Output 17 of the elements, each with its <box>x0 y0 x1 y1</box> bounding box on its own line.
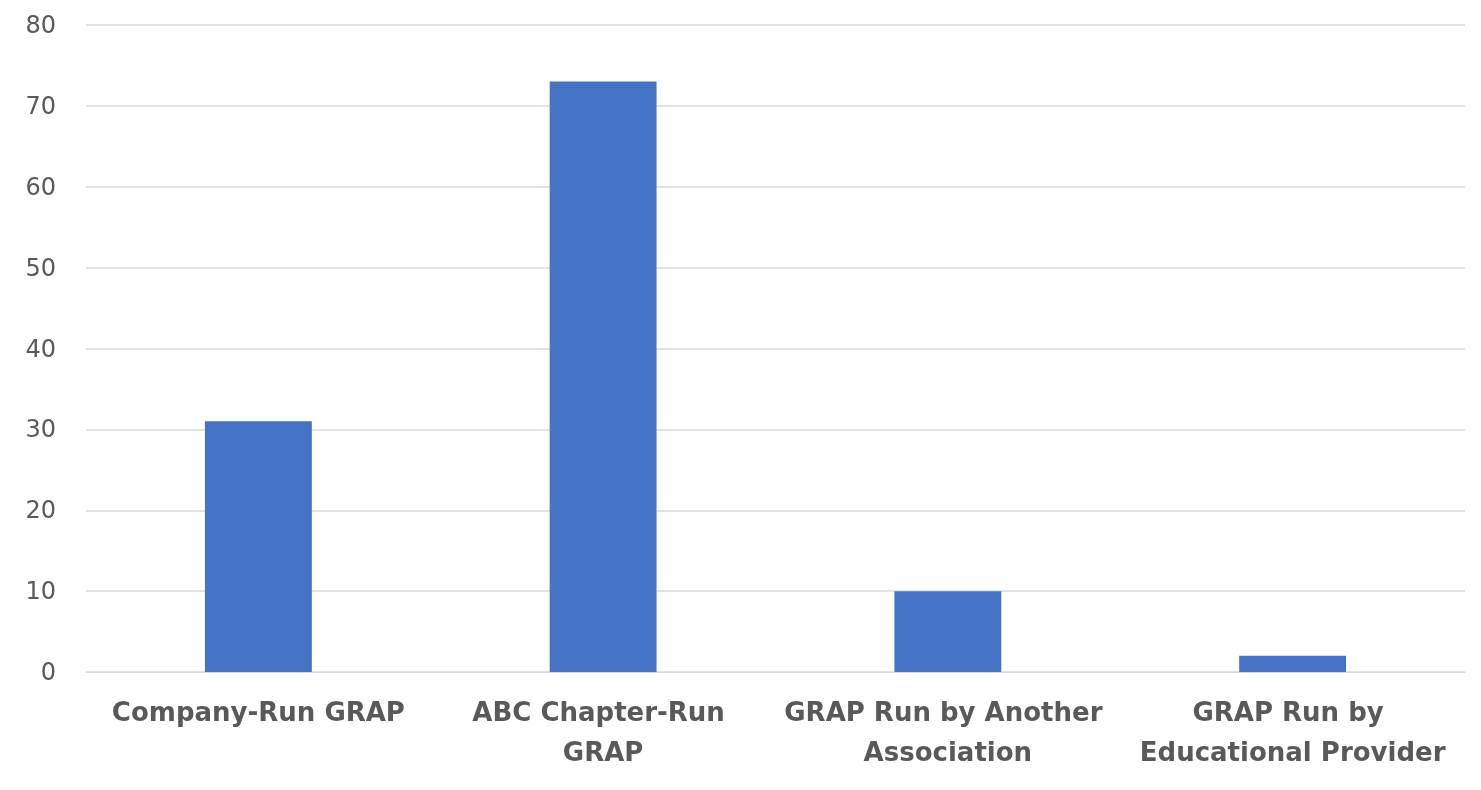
x-tick-label: ABC Chapter-Run GRAP <box>472 697 734 767</box>
y-tick-label: 80 <box>25 11 56 39</box>
bar <box>894 591 1002 672</box>
x-tick-label: GRAP Run by Another Association <box>784 697 1112 767</box>
y-tick-label: 10 <box>25 577 56 606</box>
y-tick-label: 30 <box>25 415 56 444</box>
y-tick-label: 70 <box>25 91 56 120</box>
bar <box>204 421 312 672</box>
x-tick-label: Company-Run GRAP <box>111 697 405 727</box>
x-tick-label: GRAP Run by Educational Provider <box>1139 697 1446 767</box>
y-tick-label: 50 <box>25 253 56 282</box>
y-tick-label: 0 <box>40 658 56 686</box>
y-tick-label: 60 <box>25 172 56 201</box>
bar <box>549 81 657 672</box>
bar <box>1239 655 1347 672</box>
y-tick-label: 20 <box>25 496 56 525</box>
y-tick-label: 40 <box>25 334 56 363</box>
